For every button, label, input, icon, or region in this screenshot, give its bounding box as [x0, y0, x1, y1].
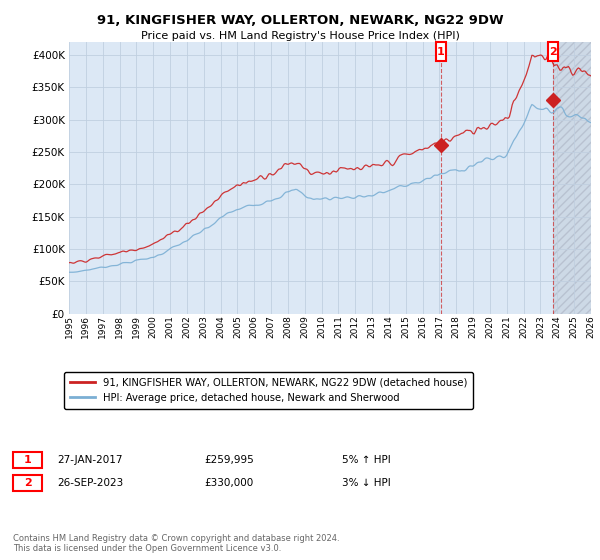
Bar — [553, 42, 591, 314]
Text: 2: 2 — [24, 478, 31, 488]
Bar — [553, 42, 591, 314]
Legend: 91, KINGFISHER WAY, OLLERTON, NEWARK, NG22 9DW (detached house), HPI: Average pr: 91, KINGFISHER WAY, OLLERTON, NEWARK, NG… — [64, 372, 473, 409]
FancyBboxPatch shape — [548, 42, 558, 62]
Text: 1: 1 — [24, 455, 31, 465]
Text: 26-SEP-2023: 26-SEP-2023 — [58, 478, 124, 488]
Text: 91, KINGFISHER WAY, OLLERTON, NEWARK, NG22 9DW: 91, KINGFISHER WAY, OLLERTON, NEWARK, NG… — [97, 14, 503, 27]
Text: 3% ↓ HPI: 3% ↓ HPI — [342, 478, 391, 488]
Text: £330,000: £330,000 — [204, 478, 253, 488]
Text: 5% ↑ HPI: 5% ↑ HPI — [342, 455, 391, 465]
Text: 27-JAN-2017: 27-JAN-2017 — [58, 455, 123, 465]
Text: 1: 1 — [437, 46, 445, 57]
Text: Contains HM Land Registry data © Crown copyright and database right 2024.
This d: Contains HM Land Registry data © Crown c… — [13, 534, 340, 553]
Text: 2: 2 — [549, 46, 557, 57]
Text: £259,995: £259,995 — [204, 455, 254, 465]
Text: Price paid vs. HM Land Registry's House Price Index (HPI): Price paid vs. HM Land Registry's House … — [140, 31, 460, 41]
FancyBboxPatch shape — [436, 42, 446, 62]
